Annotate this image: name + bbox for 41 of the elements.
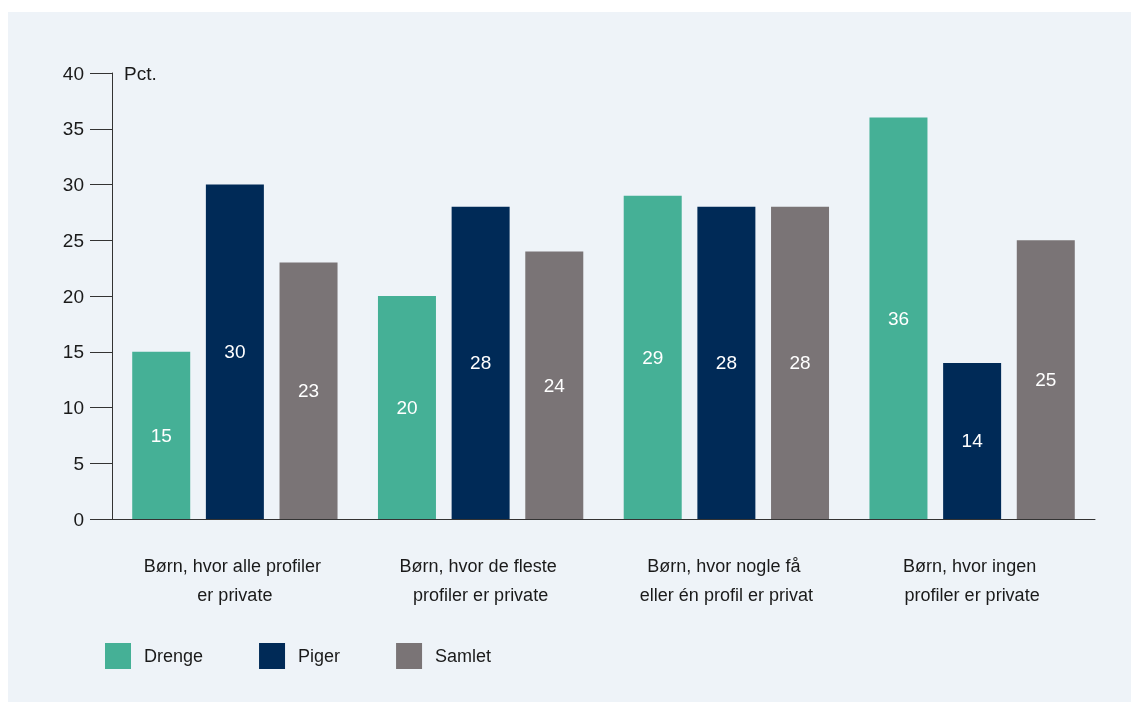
data-label: 14 — [961, 430, 984, 452]
bar — [525, 251, 584, 519]
data-label: 28 — [470, 352, 492, 374]
y-tick-label: 10 — [62, 397, 84, 418]
legend-label: Drenge — [144, 646, 204, 666]
y-axis-title: Pct. — [124, 62, 157, 84]
legend-label: Samlet — [435, 646, 492, 666]
bar — [132, 351, 191, 519]
data-label: 20 — [396, 397, 418, 418]
y-tick-label: 0 — [73, 508, 84, 530]
data-label: 36 — [887, 307, 910, 329]
bar — [869, 117, 928, 519]
legend-label: Piger — [298, 646, 341, 666]
data-label: 23 — [297, 380, 320, 402]
bar — [943, 362, 1002, 519]
data-label: 15 — [150, 424, 172, 446]
bar — [377, 296, 436, 519]
data-label: 28 — [789, 352, 811, 374]
data-label: 29 — [642, 346, 664, 368]
x-tick-label: Børn, hvor alle profiler er private — [143, 555, 326, 605]
y-tick-label: 25 — [62, 229, 84, 251]
bar — [623, 195, 682, 519]
bar — [451, 206, 510, 519]
data-label: 30 — [224, 341, 246, 363]
x-tick-label: Børn, hvor de fleste profiler er private — [399, 555, 562, 605]
bar — [771, 206, 830, 519]
y-tick-label: 15 — [62, 341, 84, 363]
y-tick-label: 30 — [62, 174, 84, 195]
bar — [205, 184, 264, 519]
bar — [697, 206, 756, 519]
y-tick-label: 35 — [62, 118, 84, 140]
data-label: 24 — [543, 374, 566, 396]
y-tick-label: 20 — [62, 285, 84, 307]
data-label: 25 — [1035, 369, 1057, 391]
x-tick-label: Børn, hvor nogle få eller én profil er privat — [639, 555, 813, 605]
bar — [279, 262, 338, 519]
y-tick-label: 40 — [62, 62, 84, 84]
bar — [1016, 240, 1075, 519]
data-label: 28 — [715, 352, 737, 374]
y-tick-label: 5 — [73, 452, 84, 474]
x-tick-label: Børn, hvor ingen profiler er private — [903, 555, 1042, 605]
